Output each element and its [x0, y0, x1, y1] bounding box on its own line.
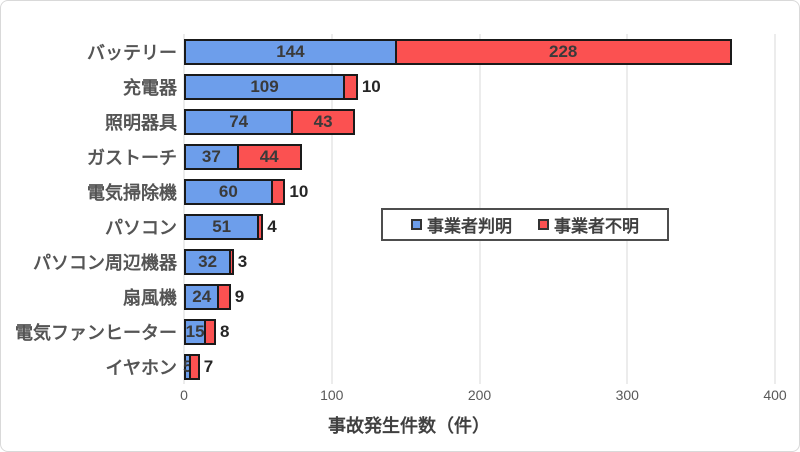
legend-label-unknown: 事業者不明: [554, 217, 639, 236]
category-label: パソコン周辺機器: [33, 252, 177, 273]
gridline: [774, 34, 776, 384]
bar-value-label: 4: [267, 216, 277, 236]
bar-value-label: 7: [203, 356, 214, 376]
gridline: [183, 34, 185, 384]
bar-segment-unknown: [257, 213, 264, 240]
bar-row: 144 228: [184, 34, 775, 69]
legend-swatch-red-icon: [538, 219, 549, 230]
bar-row: 60 10: [184, 174, 775, 209]
category-label: 電気ファンヒーター: [15, 322, 177, 343]
x-tick-label: 400: [763, 387, 787, 403]
plot-area: 144 228 109 10 74 43 37 44 60 10 51 4 32 3 24 9 15 8 5 7: [182, 34, 776, 384]
bar-segment-unknown: [270, 178, 286, 205]
category-label: 扇風機: [123, 287, 177, 308]
bar-value-label: 51: [212, 217, 232, 236]
bar-segment-known: 60: [184, 178, 273, 205]
category-label: イヤホン: [105, 357, 177, 378]
x-tick-label: 0: [180, 387, 188, 403]
bar-value-label: 43: [313, 112, 333, 131]
bar-segment-known: 15: [184, 318, 207, 345]
bar-value-label: 8: [219, 321, 230, 341]
bar-value-label: 10: [289, 181, 309, 201]
category-label: 充電器: [123, 77, 177, 98]
bar-value-label: 3: [237, 251, 248, 271]
gridline: [331, 34, 333, 384]
bar-value-label: 5: [182, 357, 193, 376]
bar-segment-known: 51: [184, 213, 260, 240]
x-tick-label: 100: [320, 387, 344, 403]
x-tick-label: 200: [467, 387, 492, 403]
bar-value-label: 109: [250, 77, 279, 96]
bar-row: 15 8: [184, 314, 775, 349]
category-label: 照明器具: [105, 112, 177, 133]
bar-segment-known: 32: [184, 248, 232, 275]
legend-label-known: 事業者判明: [427, 217, 512, 236]
bar-segment-unknown: 43: [291, 108, 355, 135]
category-label: バッテリー: [87, 42, 177, 63]
bar-value-label: 9: [234, 286, 245, 306]
bar-row: 24 9: [184, 279, 775, 314]
bar-segment-known: 109: [184, 73, 346, 100]
bar-segment-unknown: [343, 73, 358, 100]
bar-segment-unknown: 44: [236, 143, 302, 170]
bar-value-label: 74: [229, 112, 249, 131]
legend-item-known: 事業者判明: [411, 212, 512, 237]
category-label: ガストーチ: [87, 147, 177, 168]
bar-row: 37 44: [184, 139, 775, 174]
bar-row: 51 4: [184, 209, 775, 244]
bar-segment-unknown: [217, 283, 231, 310]
category-axis: バッテリー充電器照明器具ガストーチ電気掃除機パソコンパソコン周辺機器扇風機電気フ…: [1, 34, 177, 384]
bar-segment-unknown: [204, 318, 216, 345]
bar-value-label: 15: [185, 322, 205, 341]
x-tick-label: 300: [615, 387, 639, 403]
bar-value-label: 32: [198, 252, 218, 271]
bar-segment-unknown: 228: [394, 38, 732, 65]
bar-value-label: 10: [361, 76, 381, 96]
bar-row: 32 3: [184, 244, 775, 279]
legend: 事業者判明 事業者不明: [381, 208, 669, 241]
bar-value-label: 144: [276, 42, 305, 61]
bar-value-label: 37: [201, 147, 221, 166]
bar-value-label: 228: [548, 42, 578, 61]
bar-segment-known: 74: [184, 108, 294, 135]
bar-value-label: 24: [192, 287, 212, 306]
category-label: パソコン: [105, 217, 177, 238]
bar-segment-unknown: [189, 353, 200, 380]
category-label: 電気掃除機: [87, 182, 177, 203]
bar-segment-unknown: [229, 248, 234, 275]
legend-swatch-blue-icon: [411, 219, 422, 230]
x-axis-title: 事故発生件数（件）: [328, 416, 490, 436]
bar-row: 109 10: [184, 69, 775, 104]
bar-segment-known: 144: [184, 38, 397, 65]
x-axis-ticks: 0 100 200 300 400: [1, 387, 799, 403]
bar-segment-known: 24: [184, 283, 220, 310]
legend-item-unknown: 事業者不明: [538, 212, 639, 237]
bar-segment-known: 37: [184, 143, 239, 170]
bar-row: 74 43: [184, 104, 775, 139]
bar-value-label: 44: [259, 147, 279, 166]
bar-value-label: 60: [218, 182, 238, 201]
